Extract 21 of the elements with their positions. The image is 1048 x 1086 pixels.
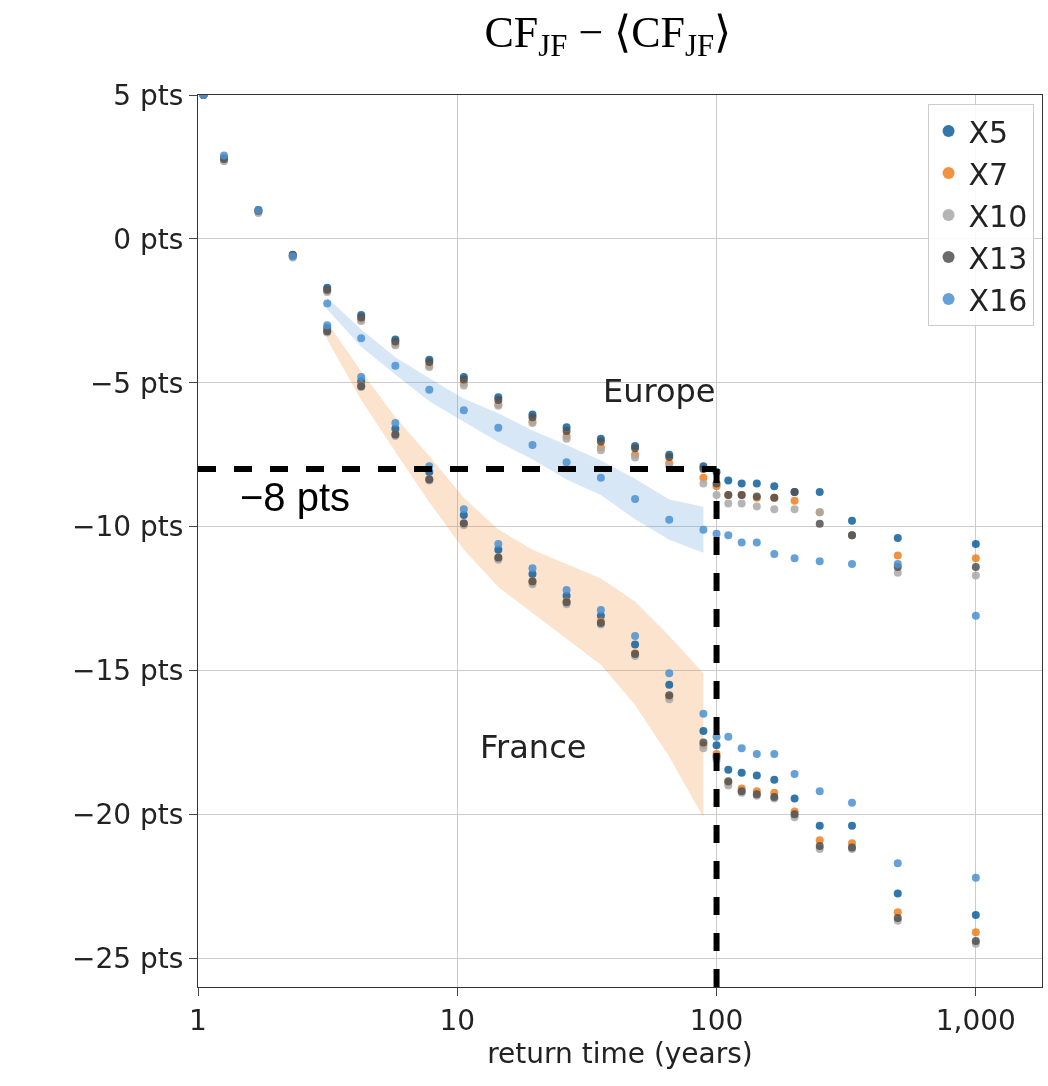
y-tick-label: −20 pts bbox=[72, 798, 184, 832]
ref-line-label: −8 pts bbox=[240, 475, 351, 519]
y-tick-label: 0 pts bbox=[113, 222, 184, 256]
legend-label: X10 bbox=[968, 198, 1028, 234]
legend-label: X16 bbox=[968, 282, 1028, 318]
x-tick-label: 1,000 bbox=[935, 1003, 1016, 1037]
x-tick-label: 100 bbox=[689, 1003, 744, 1037]
legend-label: X13 bbox=[968, 240, 1028, 276]
x-tick-label: 10 bbox=[439, 1003, 476, 1037]
legend-label: X7 bbox=[968, 156, 1009, 192]
y-tick-label: −25 pts bbox=[72, 942, 184, 976]
y-tick-label: −15 pts bbox=[72, 654, 184, 688]
y-tick-label: −5 pts bbox=[89, 366, 184, 400]
x-axis-title: return time (years) bbox=[487, 1036, 753, 1070]
chart-title: CF$_{JF}$ − ⟨CF$_{JF}$⟩ bbox=[484, 8, 732, 64]
legend-label: X5 bbox=[968, 114, 1009, 150]
annotation: France bbox=[480, 728, 587, 766]
y-tick-label: 5 pts bbox=[113, 78, 184, 112]
annotation: Europe bbox=[603, 372, 716, 410]
x-tick-label: 1 bbox=[189, 1003, 207, 1037]
y-tick-label: −10 pts bbox=[72, 510, 184, 544]
